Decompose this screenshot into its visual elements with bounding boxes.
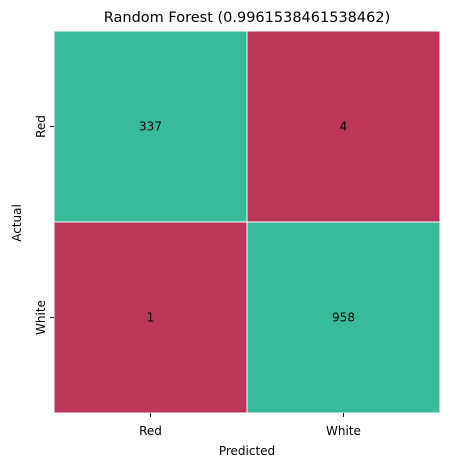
y-tick-label: Red [34, 115, 48, 138]
heatmap-cell-red-white [246, 30, 441, 223]
cell-value-label: 1 [147, 311, 155, 325]
y-tick-label: White [34, 300, 48, 335]
heatmap-cell-labels: 337 4 1 958 [139, 120, 355, 325]
heatmap-cell-red-red [53, 30, 248, 223]
x-axis-label: Predicted [219, 444, 275, 458]
heatmap-cell-white-red [53, 221, 248, 414]
cell-value-label: 337 [139, 120, 162, 134]
y-axis-ticks: Red White [34, 115, 54, 335]
y-axis-label: Actual [10, 204, 24, 242]
x-tick-label: Red [139, 424, 162, 438]
cell-value-label: 958 [332, 311, 355, 325]
heatmap-cell-white-white [246, 221, 441, 414]
cell-value-label: 4 [340, 120, 348, 134]
x-tick-label: White [326, 424, 361, 438]
x-axis-ticks: Red White [139, 413, 361, 438]
heatmap-cells [53, 30, 441, 414]
chart-title: Random Forest (0.9961538461538462) [104, 10, 391, 26]
